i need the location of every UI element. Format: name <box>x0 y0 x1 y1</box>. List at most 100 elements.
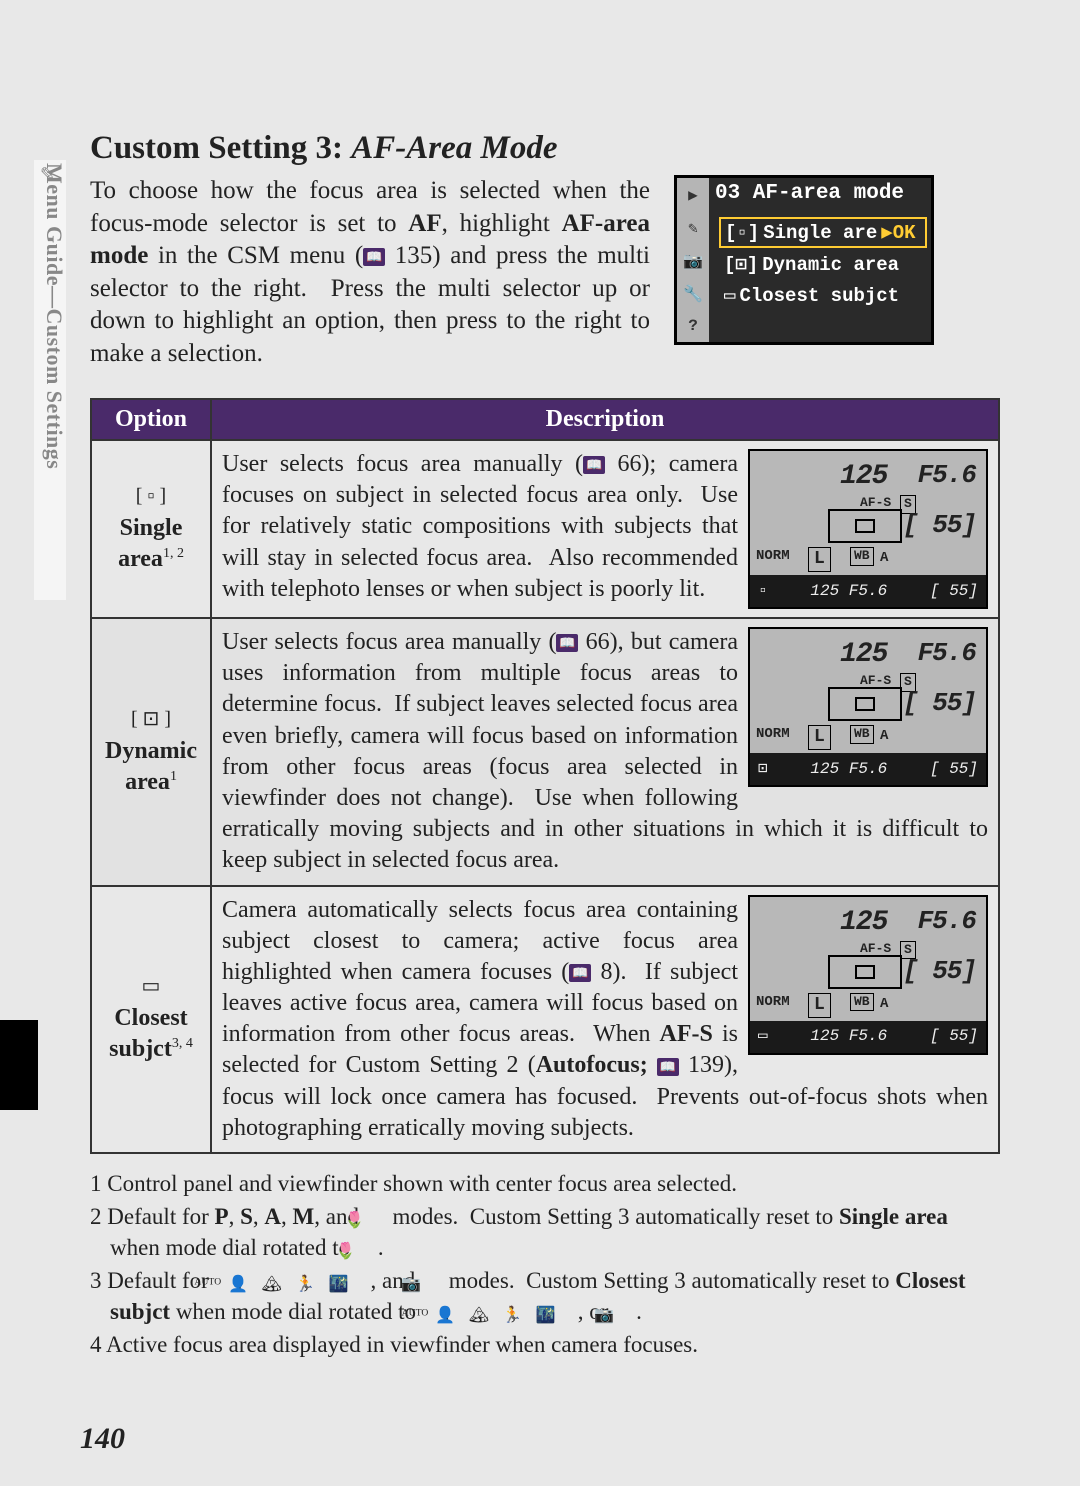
lcd-focus-area <box>828 955 902 989</box>
menu-item-closest: ▭ Closest subjct <box>719 281 927 310</box>
lcd-size: L <box>808 725 831 750</box>
lcd-top-panel: 125 F5.6 AF-S S [ 55] NORM L WB A <box>750 629 986 753</box>
night-mode-icon: 🌃 <box>556 1305 578 1323</box>
option-cell-closest: ▭ Closest subjct3, 4 <box>91 886 211 1154</box>
viewfinder-display: 125 F5.6 AF-S S [ 55] NORM L WB A ⊡ 125 … <box>748 627 988 787</box>
lcd-quality: NORM <box>756 993 790 1011</box>
lcd-wb-mode: A <box>880 995 888 1013</box>
lcd-aperture: F5.6 <box>918 637 976 671</box>
lcd-top-panel: 125 F5.6 AF-S S [ 55] NORM L WB A <box>750 897 986 1021</box>
option-cell-single: [ ▫ ] Single area1, 2 <box>91 440 211 618</box>
page-ref-icon: 📖 <box>657 1058 679 1076</box>
lcd-bottom-shutter: 125 <box>810 1027 848 1045</box>
description-cell: 125 F5.6 AF-S S [ 55] NORM L WB A ▭ 125 … <box>211 886 999 1154</box>
lcd-bottom-aperture: F5.6 <box>849 1027 887 1045</box>
description-cell: 125 F5.6 AF-S S [ 55] NORM L WB A ⊡ 125 … <box>211 618 999 886</box>
table-row: [ ⊡ ] Dynamic area1 125 F5.6 AF-S S [ 55… <box>91 618 999 886</box>
th-description: Description <box>211 399 999 440</box>
table-header-row: Option Description <box>91 399 999 440</box>
lcd-bottom-panel: ▫ 125 F5.6 [ 55] <box>750 575 986 607</box>
option-sup: 3, 4 <box>172 1036 193 1051</box>
section-heading: Custom Setting 3: AF-Area Mode <box>90 130 1000 167</box>
intro-text: To choose how the focus area is selected… <box>90 175 650 370</box>
lcd-bottom-icon: ▫ <box>758 581 768 602</box>
lcd-size: L <box>808 993 831 1018</box>
page-number: 140 <box>80 1422 125 1456</box>
pencil-icon: ✎ <box>688 218 698 238</box>
table-row: ▭ Closest subjct3, 4 125 F5.6 AF-S S [ 5… <box>91 886 999 1154</box>
menu-title: 03 AF-area mode <box>709 178 931 209</box>
intro-block: To choose how the focus area is selected… <box>90 175 1000 370</box>
footnote-3: 3 Default for ᴬᵁᵀᴼ, 👤, 🏔, 🏃, 🌃, and 📷 mo… <box>90 1265 1000 1327</box>
footnotes: 1 Control panel and viewfinder shown wit… <box>90 1168 1000 1360</box>
lcd-bottom-icon: ⊡ <box>758 759 768 780</box>
lcd-bottom-count: [ 55] <box>930 1026 978 1047</box>
lcd-bottom-shutter: 125 <box>810 760 848 778</box>
lcd-bottom-shutter: 125 <box>810 582 848 600</box>
heading-title: AF-Area Mode <box>351 130 557 166</box>
description-cell: 125 F5.6 AF-S S [ 55] NORM L WB A ▫ 125 … <box>211 440 999 618</box>
closest-subject-icon: ▭ <box>102 973 200 999</box>
lcd-aperture: F5.6 <box>918 459 976 493</box>
footnote-4: 4 Active focus area displayed in viewfin… <box>90 1329 1000 1360</box>
menu-item-dynamic: [⊡] Dynamic area <box>719 250 927 279</box>
lcd-wb-mode: A <box>880 549 888 567</box>
menu-item-label: Closest subjct <box>739 285 899 307</box>
macro-mode-icon: 🌷 <box>365 1210 387 1228</box>
option-label: Closest subjct <box>109 1005 188 1062</box>
menu-item-single: [▫] Single are ▶OK <box>719 217 927 248</box>
menu-item-label: Dynamic area <box>762 254 899 276</box>
lcd-quality: NORM <box>756 725 790 743</box>
heading-prefix: Custom Setting 3: <box>90 130 351 166</box>
play-icon: ▶ <box>688 185 698 205</box>
camera-menu-display: ▶ ✎ 📷 🔧 ? 03 AF-area mode [▫] Single are… <box>674 175 934 345</box>
viewfinder-display: 125 F5.6 AF-S S [ 55] NORM L WB A ▭ 125 … <box>748 895 988 1055</box>
menu-item-label: Single are <box>763 222 877 244</box>
page-ref-icon: 📖 <box>556 634 578 652</box>
lcd-bottom-aperture: F5.6 <box>849 760 887 778</box>
night-portrait-mode-icon: 📷 <box>614 1305 636 1323</box>
lcd-wb-mode: A <box>880 727 888 745</box>
lcd-top-panel: 125 F5.6 AF-S S [ 55] NORM L WB A <box>750 451 986 575</box>
menu-item-icon: [⊡] <box>724 253 758 276</box>
lcd-wb-label: WB <box>850 993 874 1012</box>
lcd-size: L <box>808 547 831 572</box>
help-icon: ? <box>688 317 698 335</box>
lcd-quality: NORM <box>756 547 790 565</box>
page-ref-icon: 📖 <box>583 456 605 474</box>
th-option: Option <box>91 399 211 440</box>
menu-main: 03 AF-area mode [▫] Single are ▶OK [⊡] D… <box>709 178 931 342</box>
night-mode-icon: 🌃 <box>349 1274 371 1292</box>
options-table: Option Description [ ▫ ] Single area1, 2… <box>90 398 1000 1154</box>
lcd-wb-label: WB <box>850 725 874 744</box>
lcd-frame-count: [ 55] <box>903 509 976 543</box>
lcd-bottom-count: [ 55] <box>930 759 978 780</box>
lcd-frame-count: [ 55] <box>903 955 976 989</box>
viewfinder-display: 125 F5.6 AF-S S [ 55] NORM L WB A ▫ 125 … <box>748 449 988 609</box>
option-cell-dynamic: [ ⊡ ] Dynamic area1 <box>91 618 211 886</box>
lcd-shutter: 125 <box>840 459 887 495</box>
macro-mode-icon: 🌷 <box>356 1241 378 1259</box>
menu-side-icons: ▶ ✎ 📷 🔧 ? <box>677 178 709 342</box>
table-row: [ ▫ ] Single area1, 2 125 F5.6 AF-S S [ … <box>91 440 999 618</box>
lcd-bottom-icon: ▭ <box>758 1026 768 1047</box>
night-portrait-mode-icon: 📷 <box>421 1274 443 1292</box>
lcd-shutter: 125 <box>840 905 887 941</box>
lcd-bottom-aperture: F5.6 <box>849 582 887 600</box>
lcd-shutter: 125 <box>840 637 887 673</box>
menu-ok-indicator: ▶OK <box>881 221 915 244</box>
lcd-wb-label: WB <box>850 547 874 566</box>
option-label: Single area <box>118 515 182 572</box>
menu-body: [▫] Single are ▶OK [⊡] Dynamic area ▭ Cl… <box>709 209 931 310</box>
lcd-bottom-count: [ 55] <box>930 581 978 602</box>
option-sup: 1 <box>170 769 177 784</box>
lcd-bottom-panel: ⊡ 125 F5.6 [ 55] <box>750 753 986 785</box>
footnote-2: 2 Default for P, S, A, M, and 🌷 modes. C… <box>90 1201 1000 1263</box>
option-sup: 1, 2 <box>163 546 184 561</box>
page-ref-icon: 📖 <box>569 964 591 982</box>
wrench-icon: 🔧 <box>683 284 703 304</box>
option-label: Dynamic area <box>105 738 197 795</box>
dynamic-area-icon: [ ⊡ ] <box>102 706 200 732</box>
lcd-focus-area <box>828 509 902 543</box>
page-ref-icon: 📖 <box>363 248 385 266</box>
